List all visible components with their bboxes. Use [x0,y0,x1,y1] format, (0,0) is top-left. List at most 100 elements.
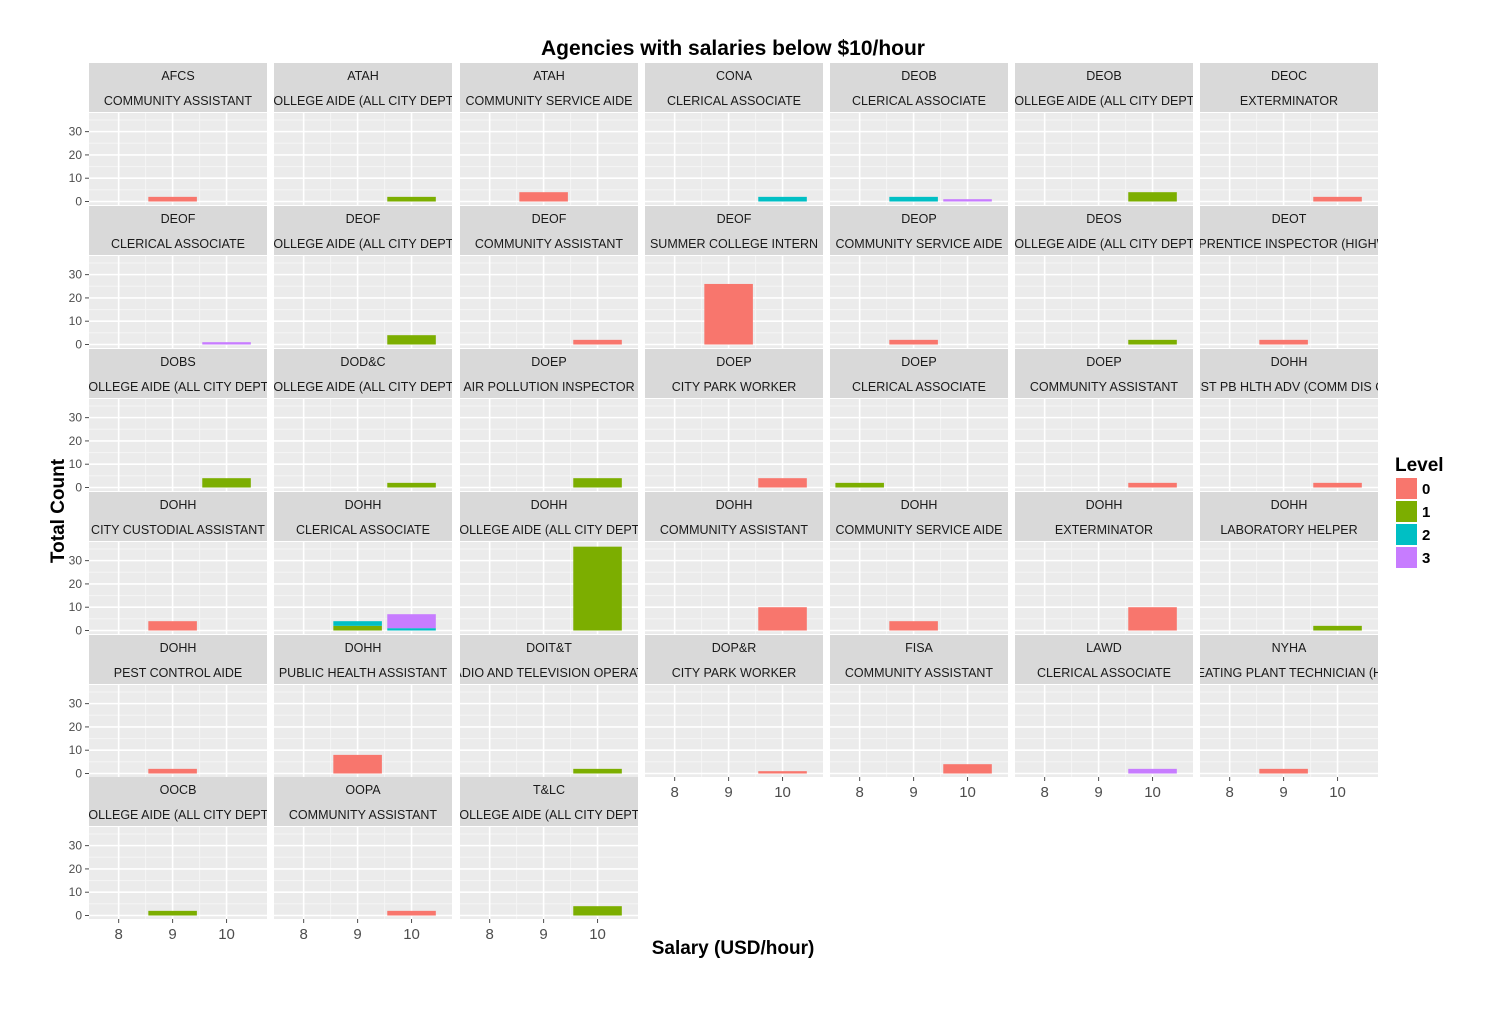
facet-title-label: CLERICAL ASSOCIATE [667,94,801,108]
facet-agency-label: ATAH [347,69,378,83]
x-tick-label: 9 [909,784,917,801]
facet-title-label: COMMUNITY ASSISTANT [475,237,624,251]
bar-level-0 [1259,339,1308,345]
facet-strip [1015,63,1193,112]
x-tick-label: 9 [353,926,361,943]
bar-level-2 [758,196,807,202]
panel-background [274,399,452,491]
facet-panel-content: DOHH PEST CONTROL AIDE [89,635,267,777]
facet-strip [1015,349,1193,398]
facet-panel-content: DOHH COMMUNITY ASSISTANT [645,492,823,634]
y-tick-label: 0 [75,624,82,638]
bar-level-1 [387,482,436,488]
panel-background [89,113,267,205]
facet-strip [274,349,452,398]
x-tick-label: 10 [774,784,791,801]
bar-level-3 [202,342,251,345]
facet-agency-label: FISA [905,641,933,655]
facet-strip [645,63,823,112]
facet-agency-label: DOHH [345,498,382,512]
facet-title-label: LABORATORY HELPER [1220,523,1357,537]
facet-title-label: CLERICAL ASSOCIATE [111,237,245,251]
bar-level-1 [202,478,251,488]
x-tick-label: 9 [1279,784,1287,801]
facet-agency-label: DEOS [1086,212,1121,226]
facet-panel: DEOB CLERICAL ASSOCIATE [830,63,1008,205]
x-tick-label: 8 [485,926,493,943]
panel-background [1015,399,1193,491]
facet-agency-label: CONA [716,69,753,83]
facet-strip [89,206,267,255]
legend-title: Level [1395,455,1444,476]
bar-level-0 [573,339,622,345]
facet-panel-content: DEOF COMMUNITY ASSISTANT [460,206,638,348]
facet-panel: NYHA HEATING PLANT TECHNICIAN (HA [1188,635,1391,777]
facet-panel: DOHH COMMUNITY SERVICE AIDE [830,492,1008,634]
facet-panel-content: DOHH CLERICAL ASSOCIATE [274,492,452,634]
facet-agency-label: DEOT [1272,212,1307,226]
facet-panel-content: DOHH COLLEGE AIDE (ALL CITY DEPTS [460,492,638,634]
facet-title-label: EXTERMINATOR [1055,523,1153,537]
x-tick-label: 8 [1040,784,1048,801]
facet-title-label: HEATING PLANT TECHNICIAN (HA [1188,666,1391,680]
legend-swatch [1396,524,1417,545]
x-tick-label: 10 [403,926,420,943]
facet-title-label: PUBLIC HEALTH ASSISTANT [279,666,448,680]
facet-agency-label: OOPA [345,783,381,797]
facet-agency-label: DOHH [1086,498,1123,512]
panel-background [89,542,267,634]
facet-strip [89,777,267,826]
facet-agency-label: DOHH [901,498,938,512]
facet-strip [460,492,638,541]
facet-strip [1015,492,1193,541]
facet-panel: DOHH EXTERMINATOR [1015,492,1193,634]
legend-items: 0 1 2 3 [1396,478,1430,568]
facet-strip [89,492,267,541]
facet-panel: CONA CLERICAL ASSOCIATE [645,63,823,205]
panel-background [89,256,267,348]
panel-background [830,256,1008,348]
legend-label: 1 [1422,504,1430,521]
bar-level-1 [1128,339,1177,345]
facet-panel-content: CONA CLERICAL ASSOCIATE [645,63,823,205]
facet-agency-label: DOHH [531,498,568,512]
facet-panel-content: DOBS COLLEGE AIDE (ALL CITY DEPTS [89,349,267,491]
facet-strip [830,635,1008,684]
facet-panel-content: NYHA HEATING PLANT TECHNICIAN (HA [1188,635,1391,777]
facet-panel-content: DEOF COLLEGE AIDE (ALL CITY DEPTS [274,206,452,348]
bar-level-1 [333,625,382,631]
facet-panel-content: DEOS COLLEGE AIDE (ALL CITY DEPTS [1015,206,1193,348]
facet-agency-label: DOP&R [712,641,756,655]
bar-level-1 [148,910,197,916]
facet-title-label: COLLEGE AIDE (ALL CITY DEPTS [264,94,461,108]
bar-level-2 [387,628,436,631]
facet-strip [1200,63,1378,112]
x-tick-label: 10 [589,926,606,943]
facet-strip [830,206,1008,255]
panel-background [1015,113,1193,205]
facet-panel: DOD&C COLLEGE AIDE (ALL CITY DEPTS [274,349,452,491]
bar-level-0 [1128,607,1177,631]
bar-level-0 [148,196,197,202]
facet-panel: FISA COMMUNITY ASSISTANT [830,635,1008,777]
facet-panel-content: DOEP CLERICAL ASSOCIATE [830,349,1008,491]
facet-strip [645,349,823,398]
y-tick-label: 10 [69,171,83,185]
legend-label: 3 [1422,550,1430,567]
facet-agency-label: DOHH [716,498,753,512]
facet-panel-content: DEOB CLERICAL ASSOCIATE [830,63,1008,205]
facet-panel: DEOS COLLEGE AIDE (ALL CITY DEPTS [1015,206,1193,348]
bar-level-0 [943,764,992,774]
y-tick-label: 30 [69,411,83,425]
facet-panel-content: DOHH ASST PB HLTH ADV (COMM DIS CO [1200,349,1378,491]
facet-agency-label: AFCS [161,69,194,83]
bar-level-0 [148,768,197,774]
facet-panel: DOHH PUBLIC HEALTH ASSISTANT [274,635,452,777]
facet-agency-label: DOHH [1271,498,1308,512]
panel-background [460,256,638,348]
facet-strip [645,206,823,255]
panel-background [1200,685,1378,777]
y-tick-label: 30 [69,268,83,282]
facet-agency-label: DEOP [901,212,936,226]
panel-background [460,399,638,491]
